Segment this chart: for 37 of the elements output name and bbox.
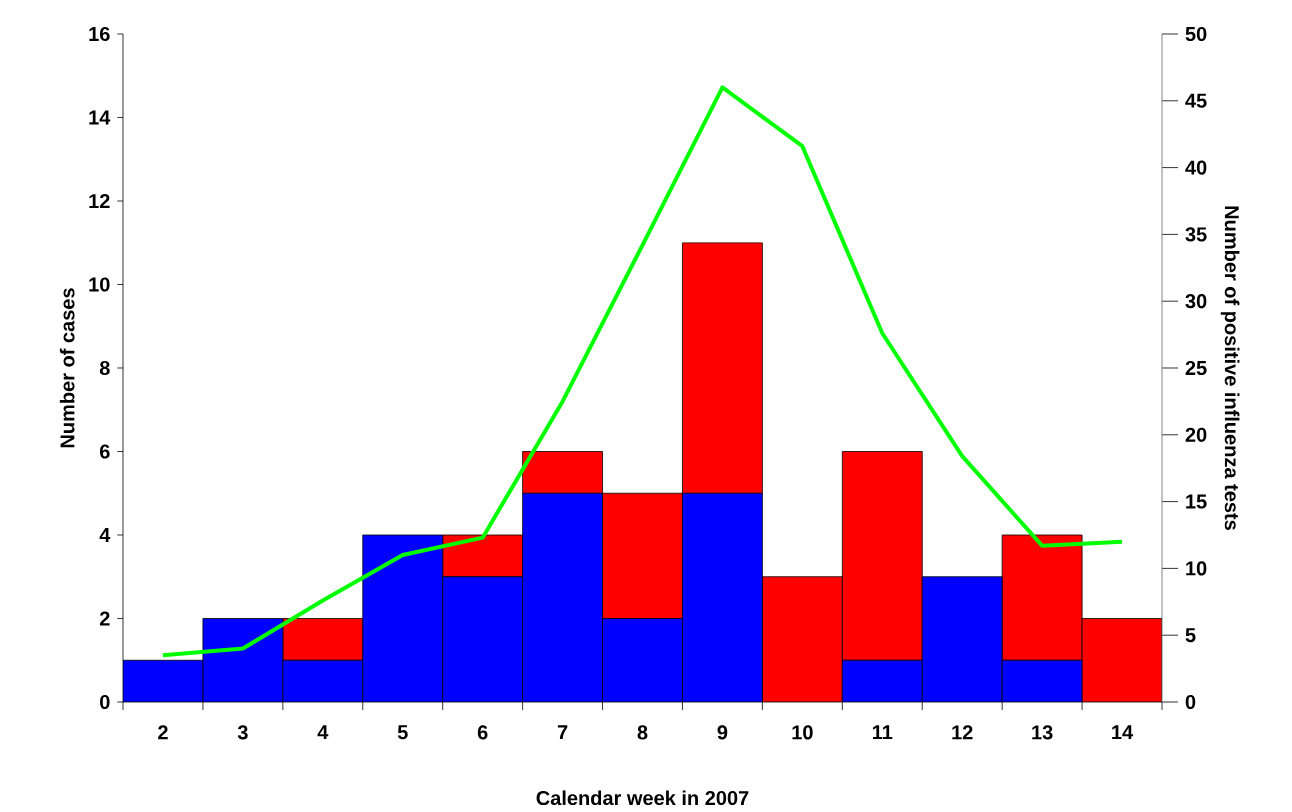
y-axis-title: Number of cases — [59, 288, 75, 448]
x-tick-label: 13 — [1032, 725, 1053, 740]
y2-tick-label: 45 — [1185, 93, 1207, 108]
x-tick-label: 14 — [1112, 725, 1134, 740]
y2-tick-label: 35 — [1185, 227, 1207, 242]
y2-tick-label: 5 — [1185, 628, 1196, 643]
y2-tick-label: 25 — [1185, 361, 1207, 376]
x-tick-label: 6 — [477, 725, 488, 740]
y-tick-label: 0 — [100, 695, 110, 710]
y2-tick-label: 0 — [1185, 695, 1196, 710]
y-tick-label: 8 — [99, 361, 110, 376]
y-tick-label: 4 — [99, 528, 111, 542]
y-tick-label: 12 — [89, 194, 110, 209]
x-tick-label: 2 — [158, 725, 168, 740]
x-tick-label: 7 — [557, 725, 568, 740]
x-tick-label: 4 — [317, 725, 329, 740]
x-tick-label: 10 — [792, 725, 813, 740]
y-tick-label: 16 — [89, 27, 110, 42]
y-tick-label: 2 — [99, 611, 110, 626]
y-tick-label: 10 — [89, 277, 110, 292]
x-tick-label: 8 — [637, 725, 648, 740]
y2-axis-title: Number of positive influenza tests — [1220, 206, 1240, 531]
x-tick-label: 5 — [397, 725, 408, 740]
x-tick-label: 11 — [872, 725, 893, 740]
y-tick-label: 14 — [89, 110, 111, 125]
line-series — [160, 85, 1125, 658]
y2-tick-label: 40 — [1185, 160, 1207, 175]
x-tick-label: 3 — [237, 725, 248, 740]
x-axis-title: Calendar week in 2007 — [536, 790, 749, 806]
y2-tick-label: 15 — [1186, 494, 1207, 509]
y2-tick-label: 30 — [1185, 294, 1207, 309]
x-tick-label: 12 — [952, 725, 973, 740]
y-tick-label: 6 — [99, 444, 110, 459]
y2-tick-label: 10 — [1186, 561, 1207, 576]
y2-tick-label: 20 — [1185, 427, 1207, 442]
x-tick-label: 9 — [717, 725, 728, 740]
y2-tick-label: 50 — [1185, 27, 1207, 42]
